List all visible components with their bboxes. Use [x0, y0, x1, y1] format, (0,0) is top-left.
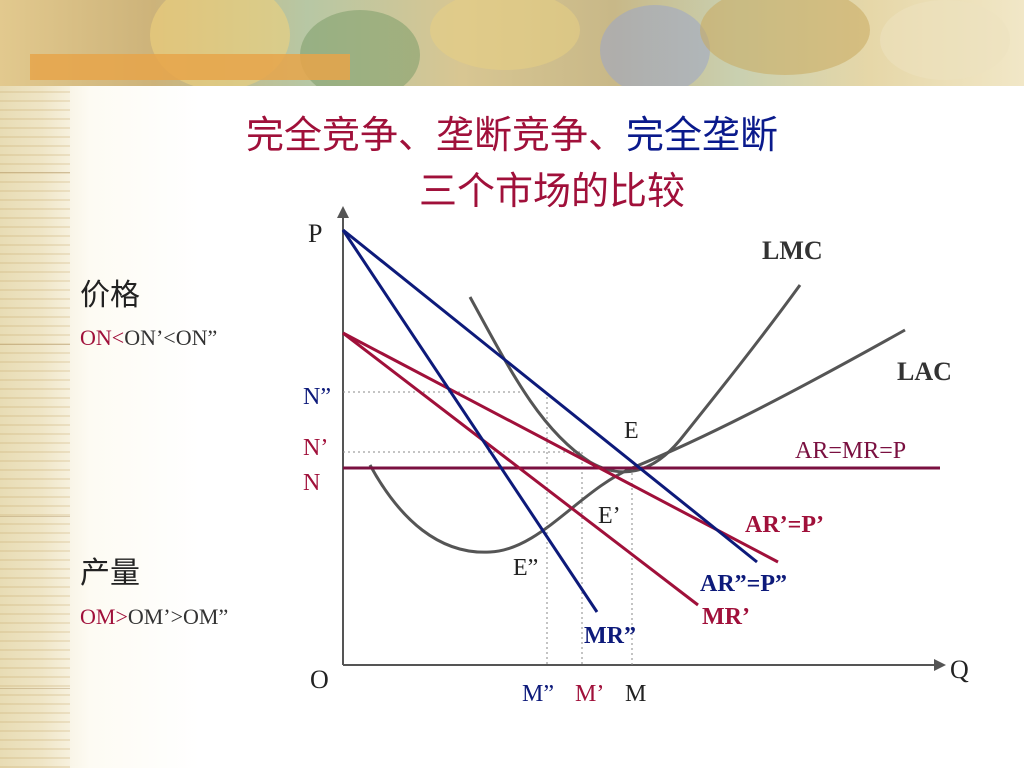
- strip-tile: [0, 172, 70, 345]
- mr1-label: MR’: [702, 604, 750, 630]
- mr2-line: [341, 229, 599, 613]
- quantity-formula-part-a: OM>: [80, 604, 128, 629]
- price-tick-n: N: [303, 470, 320, 496]
- price-label: 价格: [80, 278, 140, 313]
- ar1-demand-line: [342, 331, 779, 564]
- strip-tile: [0, 516, 70, 689]
- banner-leaf-shape: [600, 5, 710, 86]
- quantity-tick-m1: M’: [575, 681, 604, 707]
- ar-mr-p-label: AR=MR=P: [795, 438, 906, 464]
- price-tick-n1: N’: [303, 435, 328, 461]
- quantity-formula: OM>OM’>OM”: [80, 604, 228, 630]
- price-axis-label: P: [308, 219, 322, 248]
- ar2-demand-line: [342, 228, 758, 564]
- price-tick-n2: N”: [303, 384, 331, 410]
- point-e-label: E: [624, 418, 639, 444]
- lac-label: LAC: [897, 357, 952, 386]
- mr1-line: [342, 331, 699, 607]
- ar2-p-label: AR”=P”: [700, 571, 787, 597]
- price-formula-part-a: ON<: [80, 325, 125, 350]
- quantity-label: 产量: [80, 556, 140, 591]
- banner-orange-bar: [30, 54, 350, 80]
- point-e1-label: E’: [598, 503, 621, 529]
- banner-leaf-shape: [880, 0, 1010, 80]
- title-segment-perfect-competition: 完全竞争、: [245, 115, 436, 157]
- left-decorative-strip: [0, 0, 70, 768]
- title-segment-monopoly: 完全垄断: [626, 115, 779, 157]
- point-e2-label: E”: [513, 555, 538, 581]
- strip-tile: [0, 344, 70, 517]
- top-decorative-banner: [0, 0, 1024, 86]
- quantity-axis-label: Q: [950, 655, 969, 684]
- lmc-label: LMC: [762, 236, 823, 265]
- mr2-label: MR”: [584, 623, 636, 649]
- slide-title-line2: 三个市场的比较: [418, 171, 685, 213]
- slide-title-line1: 完全竞争、垄断竞争、完全垄断: [0, 104, 1024, 159]
- lac-curve: [368, 328, 906, 554]
- price-formula-part-b: ON’<ON”: [124, 325, 218, 350]
- banner-leaf-shape: [430, 0, 580, 70]
- price-formula: ON<ON’<ON”: [80, 325, 217, 351]
- quantity-tick-m2: M”: [522, 681, 554, 707]
- title-segment-monopolistic-competition: 垄断竞争、: [435, 115, 626, 157]
- quantity-formula-part-b: OM’>OM”: [127, 604, 229, 629]
- strip-tile: [0, 0, 70, 173]
- origin-label: O: [310, 665, 329, 694]
- lmc-curve: [468, 284, 802, 474]
- ar1-p-label: AR’=P’: [745, 512, 824, 538]
- quantity-tick-m: M: [625, 681, 646, 707]
- banner-leaf-shape: [700, 0, 870, 75]
